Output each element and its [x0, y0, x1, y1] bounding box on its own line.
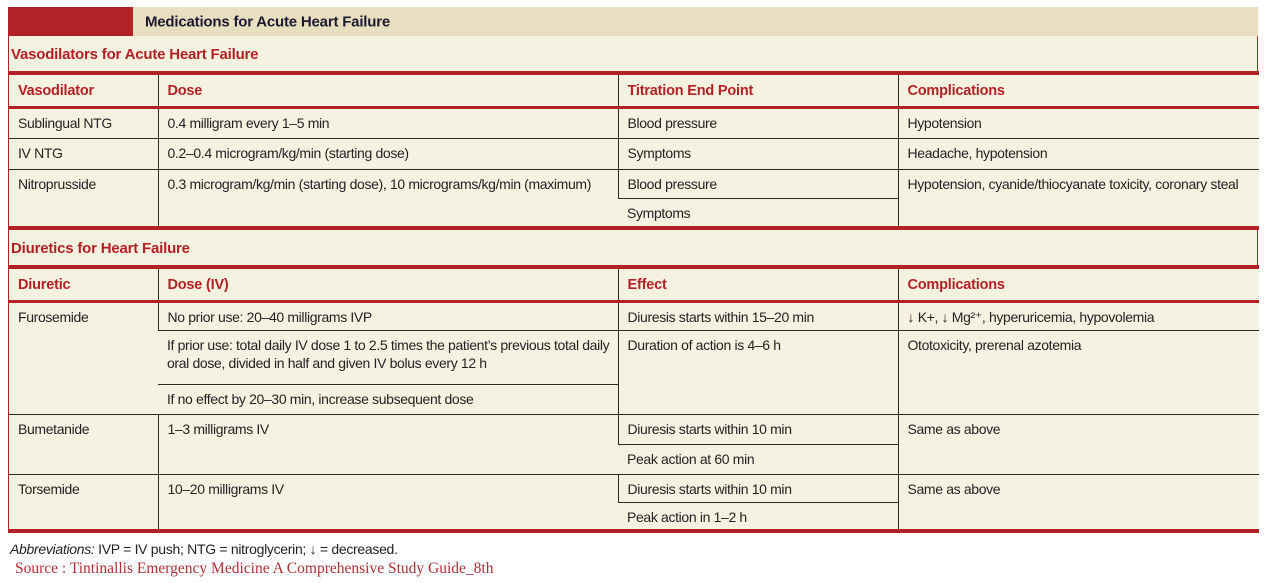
cell-effect: Diuresis starts within 15–20 min [617, 300, 898, 330]
cell-effect: Diuresis starts within 10 min [617, 473, 898, 502]
source-note: Source : Tintinallis Emergency Medicine … [15, 559, 494, 577]
cell-complications: ↓ K+, ↓ Mg²⁺, hyperuricemia, hypovolemia [897, 300, 1259, 330]
column-header-dose: Dose [157, 73, 618, 109]
table-row-torsemide: Torsemide 10–20 milligrams IV Diuresis s… [9, 473, 1259, 531]
cell-drug: Bumetanide [9, 413, 158, 474]
table-row-bumetanide-sub: Peak action at 60 min [9, 443, 1259, 474]
cell-complications: Headache, hypotension [897, 138, 1259, 170]
cell-complications: Hypotension, cyanide/thiocyanate toxicit… [897, 169, 1259, 228]
cell-dose: If prior use: total daily IV dose 1 to 2… [158, 329, 618, 384]
cell-drug: IV NTG [9, 138, 158, 170]
cell-effect: Peak action in 1–2 h [618, 501, 898, 531]
cell-complications: Same as above [897, 473, 1259, 531]
cell-drug: Furosemide [9, 300, 158, 414]
cell-endpoint: Symptoms [618, 198, 898, 228]
diuretics-header-row: Diuretic Dose (IV) Effect Complications [9, 266, 1259, 303]
diuretics-table: Diuretic Dose (IV) Effect Complications … [9, 264, 1259, 533]
table-row-furosemide-sub: If no effect by 20–30 min, increase subs… [9, 383, 1259, 414]
table-row-torsemide-sub: Peak action in 1–2 h [9, 501, 1259, 531]
cell-endpoint: Blood pressure [617, 107, 898, 139]
cell-dose: 0.3 microgram/kg/min (starting dose), 10… [157, 169, 618, 228]
cell-complications: Ototoxicity, prerenal azotemia [897, 329, 1259, 414]
table-row-furosemide-sub: If prior use: total daily IV dose 1 to 2… [9, 329, 1259, 414]
column-header-vasodilator: Vasodilator [9, 73, 158, 109]
table-row-furosemide: Furosemide No prior use: 20–40 milligram… [9, 300, 1259, 414]
cell-drug: Torsemide [9, 473, 158, 531]
vasodilators-header-row: Vasodilator Dose Titration End Point Com… [9, 73, 1259, 109]
cell-dose: 0.2–0.4 microgram/kg/min (starting dose) [157, 138, 618, 170]
abbreviations-note: Abbreviations: IVP = IV push; NTG = nitr… [10, 541, 1256, 557]
table-row-bumetanide: Bumetanide 1–3 milligrams IV Diuresis st… [9, 413, 1259, 474]
title-accent-block [8, 7, 133, 36]
cell-complications: Same as above [897, 413, 1259, 474]
column-header-titration-end-point: Titration End Point [617, 73, 898, 109]
section-heading-diuretics: Diuretics for Heart Failure [11, 239, 190, 257]
column-header-complications: Complications [897, 266, 1259, 303]
section-heading-vasodilators: Vasodilators for Acute Heart Failure [11, 46, 259, 63]
abbreviations-text: IVP = IV push; NTG = nitroglycerin; ↓ = … [94, 540, 398, 557]
footer: Abbreviations: IVP = IV push; NTG = nitr… [8, 533, 1258, 578]
cell-dose: 0.4 milligram every 1–5 min [157, 107, 618, 139]
cell-dose: 1–3 milligrams IV [157, 413, 618, 474]
column-header-complications: Complications [897, 73, 1259, 109]
cell-endpoint: Blood pressure [617, 169, 898, 199]
cell-effect: Peak action at 60 min [618, 443, 898, 474]
cell-effect: Duration of action is 4–6 h [617, 329, 898, 414]
tables-area: Vasodilators for Acute Heart Failure Vas… [8, 36, 1259, 533]
table-row-nitroprusside: Nitroprusside 0.3 microgram/kg/min (star… [9, 169, 1259, 228]
column-header-effect: Effect [617, 266, 898, 303]
column-header-diuretic: Diuretic [9, 266, 158, 303]
table-row-nitroprusside-sub: Symptoms [9, 198, 1259, 228]
title-band: Medications for Acute Heart Failure [8, 7, 1258, 36]
abbreviations-label: Abbreviations: [10, 540, 95, 557]
cell-dose: If no effect by 20–30 min, increase subs… [158, 383, 618, 414]
cell-dose: 10–20 milligrams IV [157, 473, 618, 531]
vasodilators-table: Vasodilator Dose Titration End Point Com… [9, 71, 1259, 230]
cell-dose: No prior use: 20–40 milligrams IVP [157, 300, 618, 330]
table-row-iv-ntg: IV NTG 0.2–0.4 microgram/kg/min (startin… [9, 138, 1259, 170]
cell-endpoint: Symptoms [617, 138, 898, 170]
table-row-sublingual-ntg: Sublingual NTG 0.4 milligram every 1–5 m… [9, 107, 1259, 139]
cell-drug: Nitroprusside [9, 169, 158, 228]
cell-complications: Hypotension [897, 107, 1259, 139]
page-title: Medications for Acute Heart Failure [145, 13, 390, 30]
column-header-dose-iv: Dose (IV) [157, 266, 618, 303]
cell-effect: Diuresis starts within 10 min [617, 413, 898, 444]
cell-drug: Sublingual NTG [9, 107, 158, 139]
